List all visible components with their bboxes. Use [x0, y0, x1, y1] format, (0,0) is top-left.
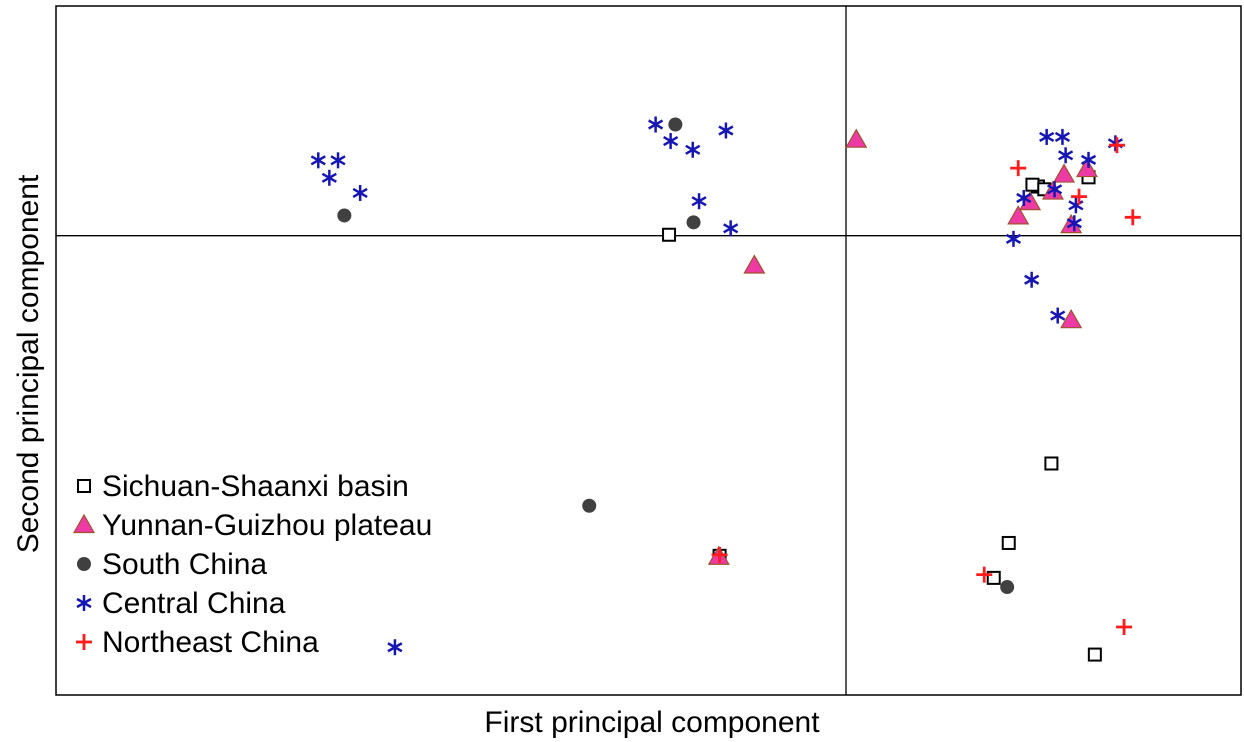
data-point [711, 546, 728, 563]
data-point [310, 152, 326, 169]
legend-label: Central China [102, 587, 286, 620]
data-point [1107, 135, 1123, 152]
data-points [310, 116, 1141, 662]
legend-label: Yunnan-Guizhou plateau [102, 509, 432, 542]
data-point [1046, 181, 1063, 198]
data-point [723, 220, 739, 237]
data-point [1007, 205, 1030, 225]
data-point [330, 152, 346, 169]
data-point [1116, 619, 1133, 636]
data-point [686, 215, 701, 230]
data-point [1087, 647, 1102, 662]
legend-label: Sichuan-Shaanxi basin [102, 470, 409, 503]
data-point [1010, 160, 1027, 177]
legend-marker [76, 634, 92, 650]
data-point [663, 133, 679, 150]
data-point [685, 141, 701, 158]
data-point [1044, 456, 1059, 471]
data-point [668, 117, 683, 132]
data-point [976, 566, 993, 583]
data-point [1001, 535, 1016, 550]
data-point [1060, 308, 1083, 329]
legend-marker [77, 479, 91, 493]
data-point [1025, 177, 1040, 192]
data-point [1058, 147, 1074, 164]
data-point [691, 193, 707, 210]
data-point [1124, 209, 1141, 226]
data-point [321, 169, 337, 186]
legend-marker [76, 595, 92, 611]
data-point [648, 116, 664, 133]
data-point [1053, 163, 1076, 183]
data-point [1066, 215, 1082, 232]
data-point [662, 227, 677, 242]
data-point [1000, 580, 1015, 595]
legend-marker [77, 557, 91, 571]
data-point [1108, 137, 1125, 154]
data-point [718, 122, 734, 139]
data-point [1054, 128, 1071, 145]
plot-frame [55, 5, 1242, 696]
legend: Sichuan-Shaanxi basin Yunnan-Guizhou plat… [72, 470, 432, 659]
data-point [1075, 157, 1098, 178]
data-point [1050, 307, 1066, 324]
data-point [1080, 151, 1097, 168]
data-point [337, 208, 352, 223]
data-point [743, 254, 766, 274]
data-point [845, 128, 868, 148]
data-point [1005, 230, 1022, 247]
data-point [387, 639, 403, 656]
legend-marker [72, 513, 96, 534]
legend-label: South China [102, 548, 267, 581]
data-point [1024, 271, 1040, 288]
y-axis-label: Second principal component [12, 174, 45, 553]
data-point [352, 184, 368, 201]
data-point [1039, 128, 1055, 145]
data-point [1016, 190, 1032, 207]
data-point [1068, 197, 1084, 214]
x-axis-label: First principal component [484, 706, 820, 739]
legend-label: Northeast China [102, 626, 319, 659]
data-point [582, 498, 597, 513]
data-point [1071, 188, 1088, 205]
